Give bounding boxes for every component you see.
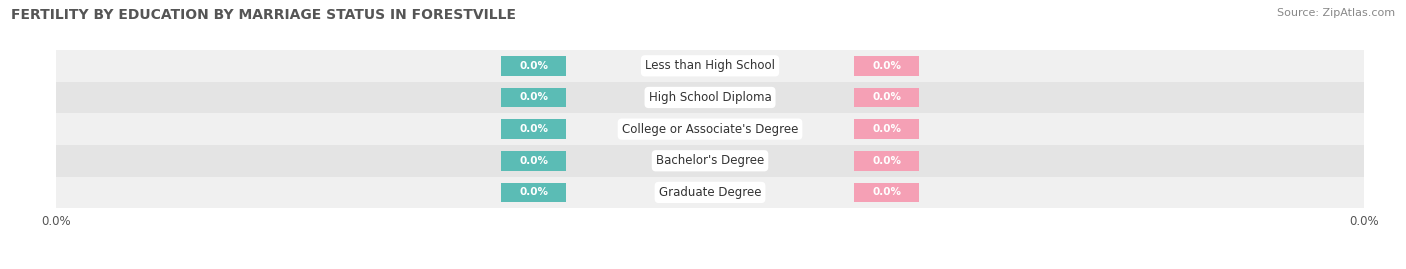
Bar [501, 88, 567, 107]
Text: 0.0%: 0.0% [872, 187, 901, 197]
Bar [56, 145, 1364, 176]
Text: FERTILITY BY EDUCATION BY MARRIAGE STATUS IN FORESTVILLE: FERTILITY BY EDUCATION BY MARRIAGE STATU… [11, 8, 516, 22]
Text: 0.0%: 0.0% [519, 124, 548, 134]
Text: 0.0%: 0.0% [872, 61, 901, 71]
Bar [501, 119, 567, 139]
Text: College or Associate's Degree: College or Associate's Degree [621, 123, 799, 136]
Text: 0.0%: 0.0% [872, 124, 901, 134]
Text: Bachelor's Degree: Bachelor's Degree [657, 154, 763, 167]
Text: 0.0%: 0.0% [519, 187, 548, 197]
Bar [853, 183, 920, 202]
Bar [501, 56, 567, 76]
Bar [853, 56, 920, 76]
Bar [56, 50, 1364, 82]
Text: 0.0%: 0.0% [519, 61, 548, 71]
Bar [56, 82, 1364, 113]
Bar [56, 176, 1364, 208]
Text: 0.0%: 0.0% [519, 156, 548, 166]
Text: 0.0%: 0.0% [519, 93, 548, 102]
Text: Graduate Degree: Graduate Degree [659, 186, 761, 199]
Bar [853, 151, 920, 171]
Text: Source: ZipAtlas.com: Source: ZipAtlas.com [1277, 8, 1395, 18]
Bar [853, 119, 920, 139]
Text: 0.0%: 0.0% [872, 93, 901, 102]
Bar [853, 88, 920, 107]
Text: Less than High School: Less than High School [645, 59, 775, 72]
Text: 0.0%: 0.0% [872, 156, 901, 166]
Bar [501, 183, 567, 202]
Bar [56, 113, 1364, 145]
Bar [501, 151, 567, 171]
Text: High School Diploma: High School Diploma [648, 91, 772, 104]
